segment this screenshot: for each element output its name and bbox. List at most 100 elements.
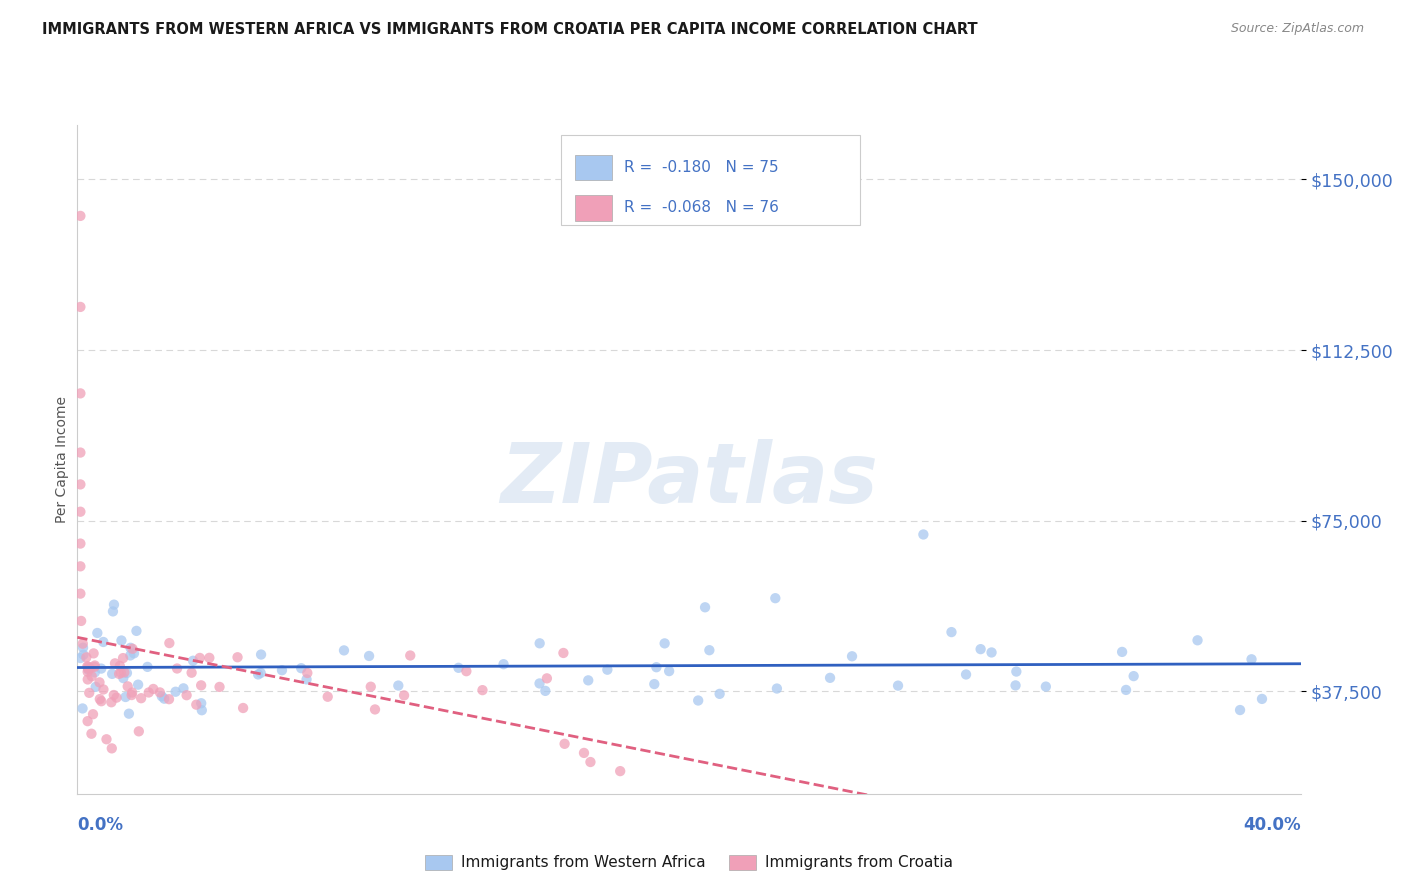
Point [69, 536, 91, 550]
FancyBboxPatch shape [561, 135, 860, 226]
Point [887, 679, 910, 693]
Text: 40.0%: 40.0% [1243, 816, 1301, 834]
Point [105, 690, 128, 705]
Point [76, 665, 98, 679]
Point [654, 636, 676, 650]
Text: Source: ZipAtlas.com: Source: ZipAtlas.com [1230, 22, 1364, 36]
Point [93, 682, 115, 697]
Text: R =  -0.180   N = 75: R = -0.180 N = 75 [624, 161, 779, 175]
Point [157, 636, 180, 650]
Point [359, 648, 381, 663]
Point [186, 698, 208, 712]
Point [1005, 665, 1028, 679]
Point [554, 737, 576, 751]
Point [77, 659, 100, 673]
Point [118, 706, 141, 721]
Point [553, 646, 575, 660]
Point [108, 659, 131, 673]
Point [83, 658, 105, 673]
Point [129, 691, 152, 706]
Point [136, 660, 159, 674]
Point [112, 665, 135, 680]
Point [841, 649, 863, 664]
Legend: Immigrants from Western Africa, Immigrants from Croatia: Immigrants from Western Africa, Immigran… [419, 849, 959, 877]
Point [392, 689, 415, 703]
Point [399, 648, 422, 663]
Point [763, 591, 786, 606]
Point [153, 691, 176, 706]
Point [120, 648, 142, 663]
Point [115, 665, 138, 680]
Text: IMMIGRANTS FROM WESTERN AFRICA VS IMMIGRANTS FROM CROATIA PER CAPITA INCOME CORR: IMMIGRANTS FROM WESTERN AFRICA VS IMMIGR… [42, 22, 977, 37]
Point [150, 690, 173, 704]
Point [579, 755, 602, 769]
Point [76, 659, 98, 673]
Point [101, 741, 124, 756]
Point [69, 445, 91, 459]
Point [688, 693, 710, 707]
Point [90, 694, 112, 708]
Point [456, 664, 478, 678]
Point [360, 680, 382, 694]
Point [1187, 633, 1209, 648]
Point [190, 678, 212, 692]
Point [249, 665, 271, 680]
Point [69, 477, 91, 491]
Point [1122, 669, 1144, 683]
Point [121, 641, 143, 656]
Point [96, 732, 118, 747]
Text: 0.0%: 0.0% [77, 816, 124, 834]
Point [166, 661, 188, 675]
Point [91, 635, 114, 649]
Point [100, 695, 122, 709]
Point [128, 724, 150, 739]
Point [387, 679, 409, 693]
Point [83, 660, 105, 674]
Point [955, 667, 977, 681]
Point [1240, 652, 1263, 666]
Point [120, 640, 142, 655]
Point [1004, 678, 1026, 692]
Point [69, 300, 91, 314]
Point [941, 625, 963, 640]
Point [110, 633, 132, 648]
Point [90, 662, 112, 676]
Point [77, 662, 100, 676]
Point [609, 764, 631, 778]
FancyBboxPatch shape [575, 155, 612, 180]
Point [818, 671, 841, 685]
Point [297, 665, 319, 680]
Point [72, 637, 94, 651]
Point [643, 677, 665, 691]
Point [138, 685, 160, 699]
Point [290, 661, 312, 675]
Point [536, 671, 558, 685]
Text: ZIPatlas: ZIPatlas [501, 439, 877, 520]
Point [181, 654, 204, 668]
Point [112, 671, 135, 685]
Point [172, 681, 194, 696]
Point [572, 746, 595, 760]
Point [529, 636, 551, 650]
Point [295, 673, 318, 687]
Point [121, 685, 143, 699]
Point [112, 651, 135, 665]
Point [103, 598, 125, 612]
Point [79, 661, 101, 675]
Point [596, 663, 619, 677]
Point [69, 587, 91, 601]
Point [1229, 703, 1251, 717]
Point [250, 648, 273, 662]
Point [969, 642, 991, 657]
Point [76, 714, 98, 728]
Point [84, 680, 107, 694]
Point [198, 650, 221, 665]
Point [271, 663, 294, 677]
Point [1035, 680, 1057, 694]
Point [191, 703, 214, 717]
Point [101, 666, 124, 681]
Point [103, 688, 125, 702]
Point [142, 681, 165, 696]
Point [157, 692, 180, 706]
Point [529, 676, 551, 690]
